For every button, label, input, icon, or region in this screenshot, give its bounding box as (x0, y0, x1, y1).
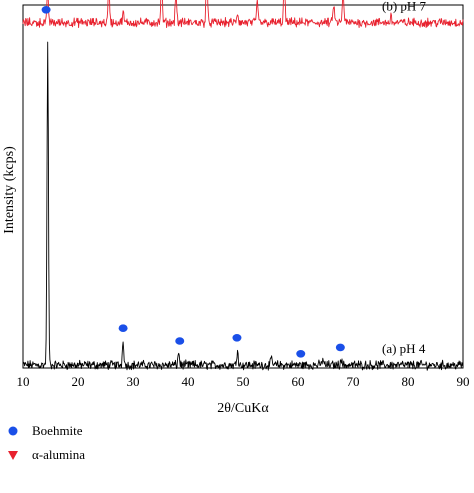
legend: Boehmite α-alumina (8, 423, 85, 462)
boehmite-marker (232, 334, 242, 342)
legend-alpha-alumina-symbol (8, 451, 18, 460)
x-tick-label: 40 (182, 374, 195, 389)
marker-layer (41, 6, 345, 358)
plot-border (22, 4, 464, 369)
x-tick-label: 10 (17, 374, 30, 389)
series-label-2: (b) pH 7 (382, 0, 427, 14)
x-tick-label: 50 (237, 374, 250, 389)
legend-boehmite-label: Boehmite (32, 423, 83, 438)
boehmite-marker (335, 343, 345, 352)
x-tick-label: 80 (402, 374, 415, 389)
series-label-1: (a) pH 4 (382, 341, 426, 356)
legend-boehmite-symbol (8, 426, 18, 436)
y-axis-title: Intensity (kcps) (2, 146, 17, 234)
x-tick-label: 70 (347, 374, 360, 389)
x-axis-title: 2θ/CuKα (217, 401, 269, 416)
x-axis-ticks: 10 20 30 40 50 60 70 80 90 (17, 363, 470, 389)
boehmite-marker (118, 324, 128, 333)
plot-frame (22, 4, 464, 369)
x-tick-label: 60 (292, 374, 305, 389)
x-tick-label: 20 (72, 374, 85, 389)
boehmite-marker (41, 6, 51, 14)
series-labels: (a) pH 4(b) pH 7(c) pH 9(d) pH 11 (382, 0, 427, 356)
series-line-2 (22, 0, 464, 29)
legend-alpha-alumina-label: α-alumina (32, 447, 85, 462)
series-line-1 (22, 41, 464, 371)
series-layer (22, 0, 464, 371)
x-tick-label: 90 (457, 374, 470, 389)
boehmite-marker (296, 350, 306, 358)
x-tick-label: 30 (127, 374, 140, 389)
boehmite-marker (175, 337, 185, 345)
